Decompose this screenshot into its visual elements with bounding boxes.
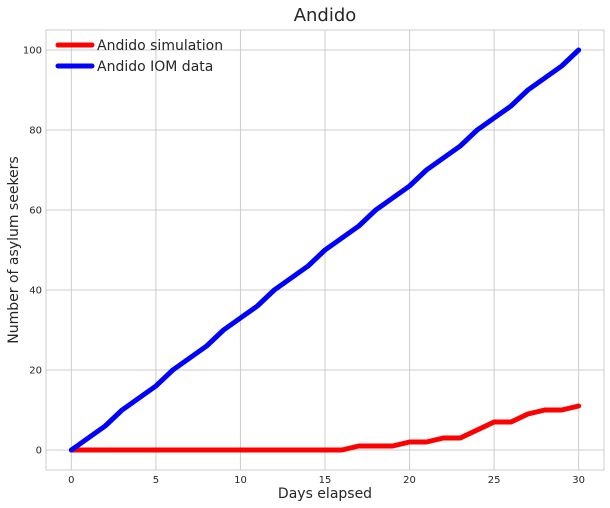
x-tick-label: 15 xyxy=(319,475,332,486)
y-tick-label: 100 xyxy=(23,46,42,57)
x-tick-label: 10 xyxy=(234,475,247,486)
series-line-iom-data xyxy=(68,47,582,453)
grid-lines xyxy=(46,30,604,470)
x-tick-label: 25 xyxy=(488,475,501,486)
legend-label-simulation: Andido simulation xyxy=(97,38,223,54)
y-tick-label: 0 xyxy=(36,446,42,457)
y-axis-label: Number of asylum seekers xyxy=(6,156,22,343)
y-tick-label: 40 xyxy=(29,286,42,297)
series-lines xyxy=(68,47,582,453)
x-tick-label: 0 xyxy=(68,475,74,486)
series-line-simulation xyxy=(68,403,582,453)
plot-frame xyxy=(45,29,605,471)
y-tick-labels: 0 20 40 60 80 100 xyxy=(23,46,42,457)
legend: Andido simulation Andido IOM data xyxy=(55,38,223,75)
x-tick-label: 30 xyxy=(572,475,585,486)
x-tick-label: 5 xyxy=(153,475,159,486)
legend-label-iom-data: Andido IOM data xyxy=(97,59,213,75)
x-axis-label: Days elapsed xyxy=(278,486,372,502)
y-tick-label: 80 xyxy=(29,126,42,137)
y-tick-label: 60 xyxy=(29,206,42,217)
x-tick-label: 20 xyxy=(403,475,416,486)
x-tick-labels: 0 5 10 15 20 25 30 xyxy=(68,475,585,486)
chart-title: Andido xyxy=(294,5,357,26)
y-tick-label: 20 xyxy=(29,366,42,377)
